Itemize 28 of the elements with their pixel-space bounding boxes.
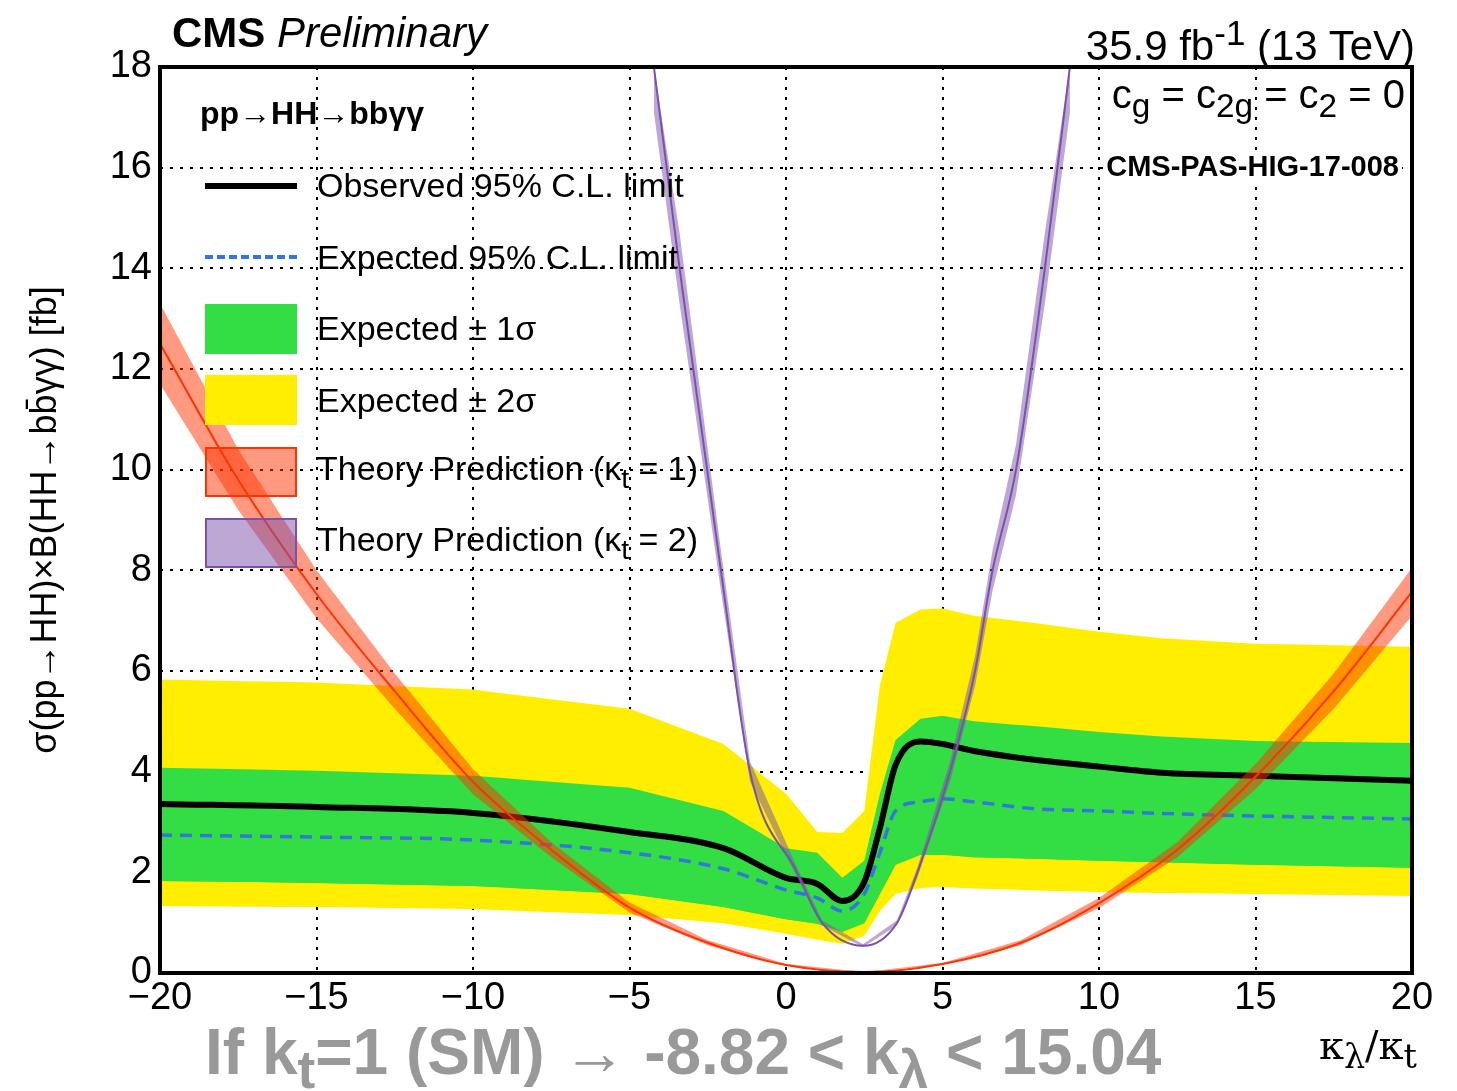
legend-label: Theory Prediction (κ$_{t}$ = 1) bbox=[317, 448, 699, 495]
y-tick-label: 6 bbox=[130, 647, 152, 690]
text: If k$_{t}$=1 (SM) → -8.82 < k$_{λ}$ < 15.04 bbox=[205, 1016, 1162, 1091]
chart-title: CMS Preliminary bbox=[172, 9, 488, 56]
annotation: c$_{g}$ = c$_{2g}$ = c$_{2}$ = 0 bbox=[1111, 72, 1405, 125]
y-tick-label: 10 bbox=[109, 446, 152, 489]
y-tick-label: 18 bbox=[109, 43, 152, 86]
y-tick-label: 12 bbox=[109, 345, 152, 388]
y-tick-label: 16 bbox=[109, 144, 152, 187]
chart-subtitle: 35.9 fb$^{-1}$ (13 TeV) bbox=[1085, 12, 1415, 71]
legend-label: Expected ± 2σ bbox=[317, 380, 537, 420]
x-axis-title: κ$_{λ}$/κ$_{t}$ bbox=[1318, 1022, 1417, 1076]
x-tick-label: 15 bbox=[1234, 975, 1277, 1018]
x-tick-label: 20 bbox=[1390, 975, 1434, 1018]
y-tick-label: 14 bbox=[109, 244, 152, 287]
y-tick-label: 8 bbox=[130, 546, 152, 589]
y-tick-label: 2 bbox=[130, 848, 152, 891]
annotation: CMS-PAS-HIG-17-008 bbox=[1103, 150, 1402, 183]
y-axis-title: σ(pp→HH)×B(HH→bb̄γγ) [fb] bbox=[22, 286, 64, 754]
y-tick-label: 4 bbox=[130, 748, 152, 791]
x-tick-label: −5 bbox=[607, 975, 652, 1018]
annotation: pp→HH→bbγγ bbox=[200, 95, 424, 132]
x-tick-label: 5 bbox=[931, 975, 954, 1018]
legend-label: Theory Prediction (κ$_{t}$ = 2) bbox=[317, 520, 699, 567]
x-tick-label: −15 bbox=[284, 975, 349, 1018]
x-tick-label: 0 bbox=[775, 975, 797, 1018]
x-tick-label: 10 bbox=[1077, 975, 1121, 1018]
x-tick-label: −10 bbox=[440, 975, 506, 1018]
